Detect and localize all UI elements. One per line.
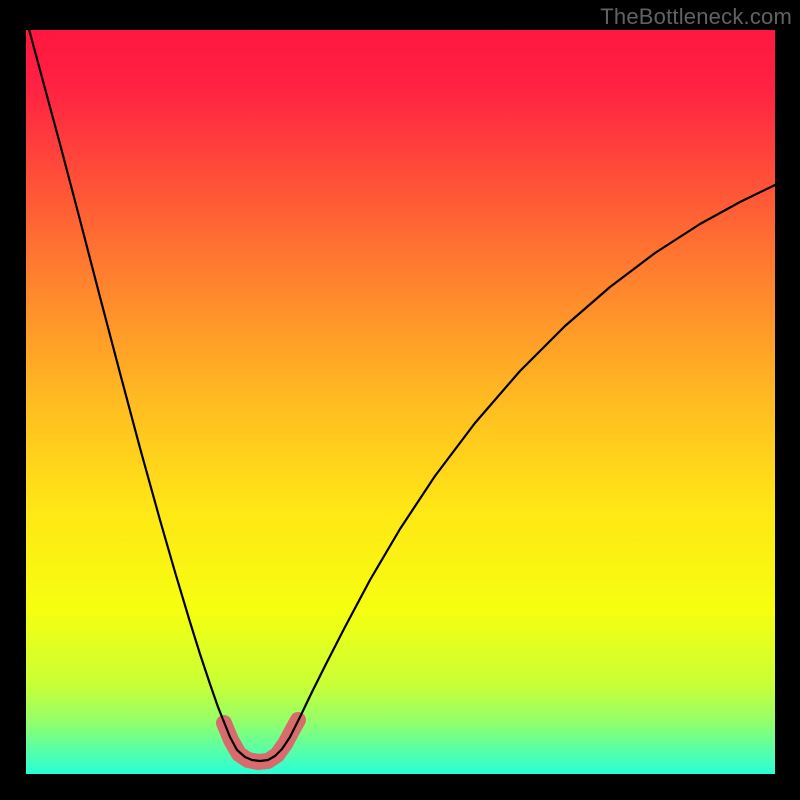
bottleneck-chart xyxy=(0,0,800,800)
plot-background xyxy=(26,30,775,774)
chart-container: TheBottleneck.com xyxy=(0,0,800,800)
watermark-text: TheBottleneck.com xyxy=(600,4,792,30)
